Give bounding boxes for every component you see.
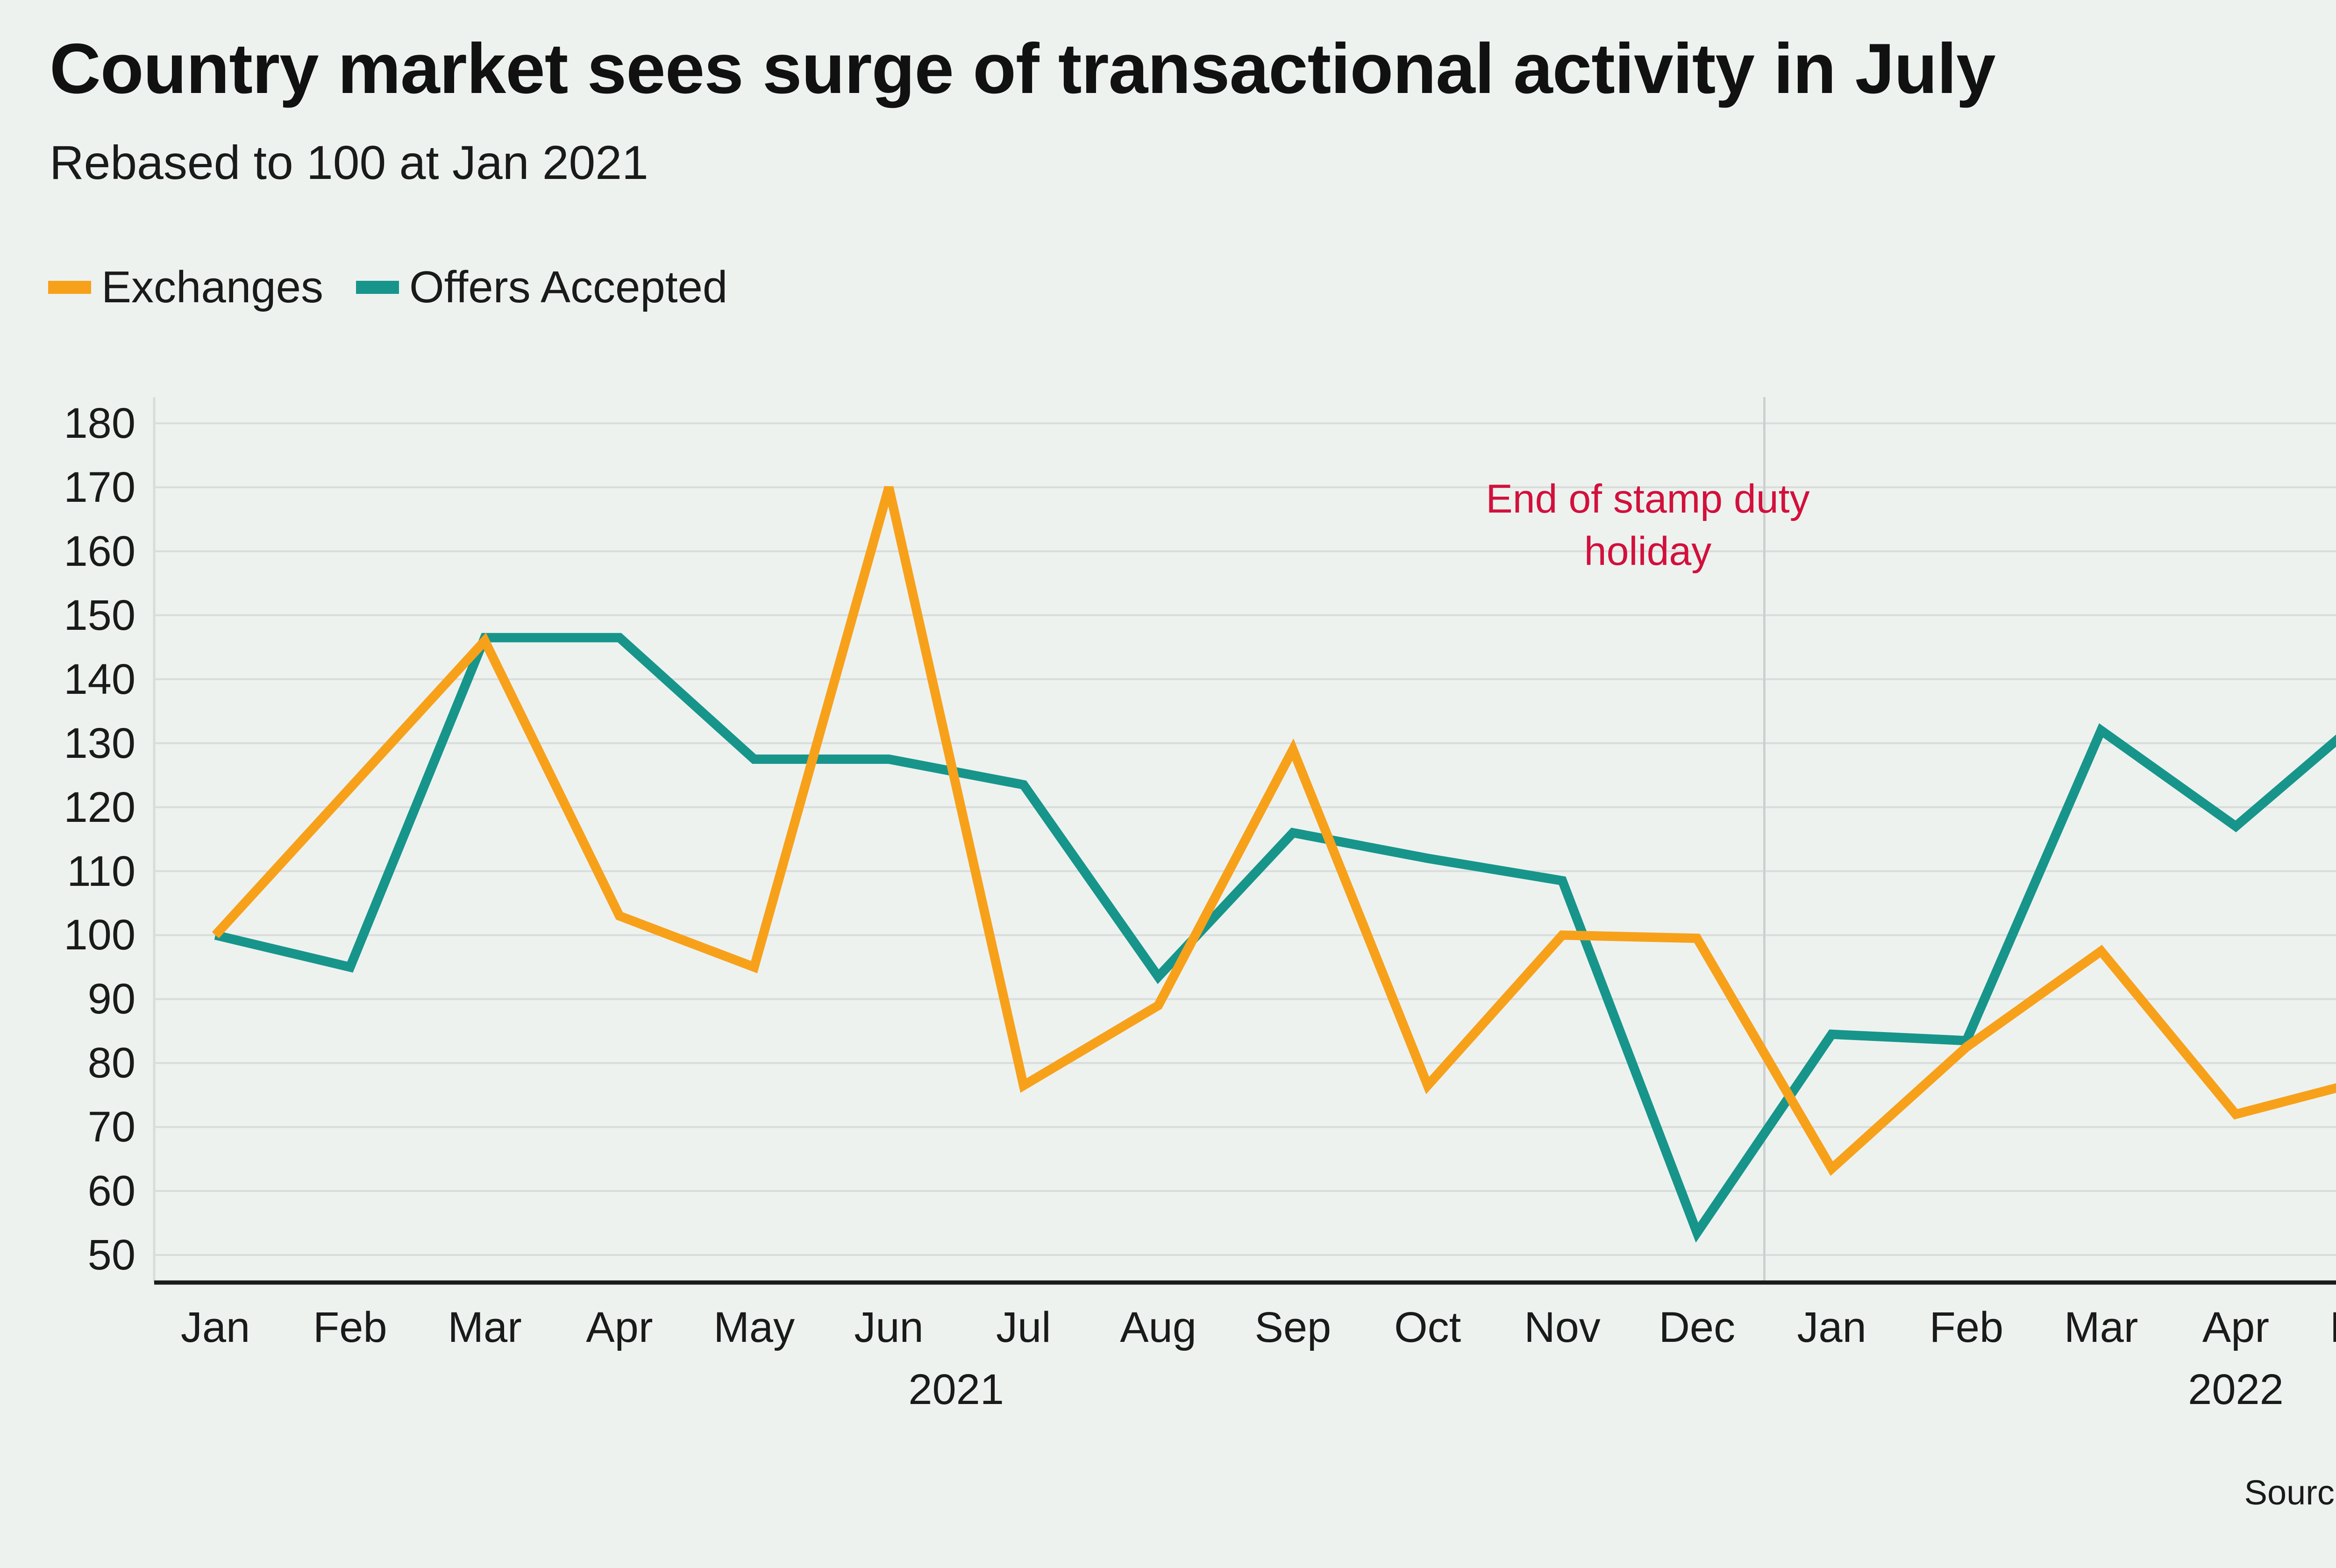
x-tick-label-3: Apr — [586, 1304, 653, 1351]
y-tick-label-180: 180 — [64, 399, 136, 447]
y-tick-label-170: 170 — [64, 463, 136, 511]
legend-label-offers-accepted: Offers Accepted — [409, 262, 728, 312]
x-tick-label-4: May — [713, 1304, 795, 1351]
x-tick-label-16: May — [2315, 1306, 2336, 1349]
y-tick-label-160: 160 — [64, 527, 136, 575]
y-tick-label-90: 90 — [87, 975, 135, 1023]
annotation-line-2: holiday — [1584, 529, 1712, 574]
annotation-line-1: End of stamp duty — [1486, 477, 1810, 521]
y-tick-label-70: 70 — [87, 1103, 135, 1151]
offers-accepted-line — [214, 633, 2336, 1243]
y-tick-label-50: 50 — [87, 1231, 135, 1279]
page-title: Country market sees surge of transaction… — [50, 29, 1996, 108]
source-credit: Source: Knight Frank Research — [2244, 1473, 2336, 1512]
y-tick-label-110: 110 — [67, 847, 135, 895]
chart-subtitle: Rebased to 100 at Jan 2021 — [50, 136, 648, 189]
x-tick-label-10: Nov — [1524, 1304, 1601, 1351]
x-tick-label-6: Jul — [996, 1304, 1051, 1351]
offers-accepted-swatch-icon — [356, 281, 399, 294]
exchanges-swatch-icon — [48, 281, 91, 294]
legend: Exchanges Offers Accepted — [48, 262, 727, 313]
x-tick-label-9: Oct — [1394, 1304, 1461, 1351]
legend-item-exchanges: Exchanges — [48, 262, 323, 313]
legend-item-offers-accepted: Offers Accepted — [356, 262, 727, 313]
x-tick-label-0: Jan — [180, 1304, 250, 1351]
y-tick-label-120: 120 — [64, 783, 136, 831]
y-tick-label-80: 80 — [87, 1039, 135, 1087]
annotation-stamp-duty: End of stamp duty holiday — [1438, 473, 1858, 577]
y-tick-label-100: 100 — [64, 911, 136, 959]
x-tick-label-1: Feb — [313, 1304, 387, 1351]
x-tick-label-12: Jan — [1797, 1304, 1866, 1351]
y-tick-label-130: 130 — [64, 719, 136, 767]
y-tick-label-140: 140 — [64, 655, 136, 703]
x-tick-label-11: Dec — [1659, 1304, 1736, 1351]
year-label-2021: 2021 — [908, 1366, 1004, 1413]
x-tick-label-5: Jun — [854, 1304, 924, 1351]
x-tick-label-2: Mar — [448, 1304, 522, 1351]
year-label-2022: 2022 — [2188, 1366, 2284, 1413]
x-tick-label-15: Apr — [2202, 1304, 2270, 1351]
legend-label-exchanges: Exchanges — [101, 262, 323, 312]
x-tick-label-7: Aug — [1120, 1304, 1196, 1351]
x-tick-label-14: Mar — [2064, 1304, 2138, 1351]
y-tick-label-150: 150 — [64, 591, 136, 639]
x-tick-label-8: Sep — [1254, 1304, 1332, 1351]
exchanges-line — [212, 486, 2336, 1176]
x-tick-label-13: Feb — [1929, 1304, 2004, 1351]
y-tick-label-60: 60 — [87, 1167, 135, 1215]
